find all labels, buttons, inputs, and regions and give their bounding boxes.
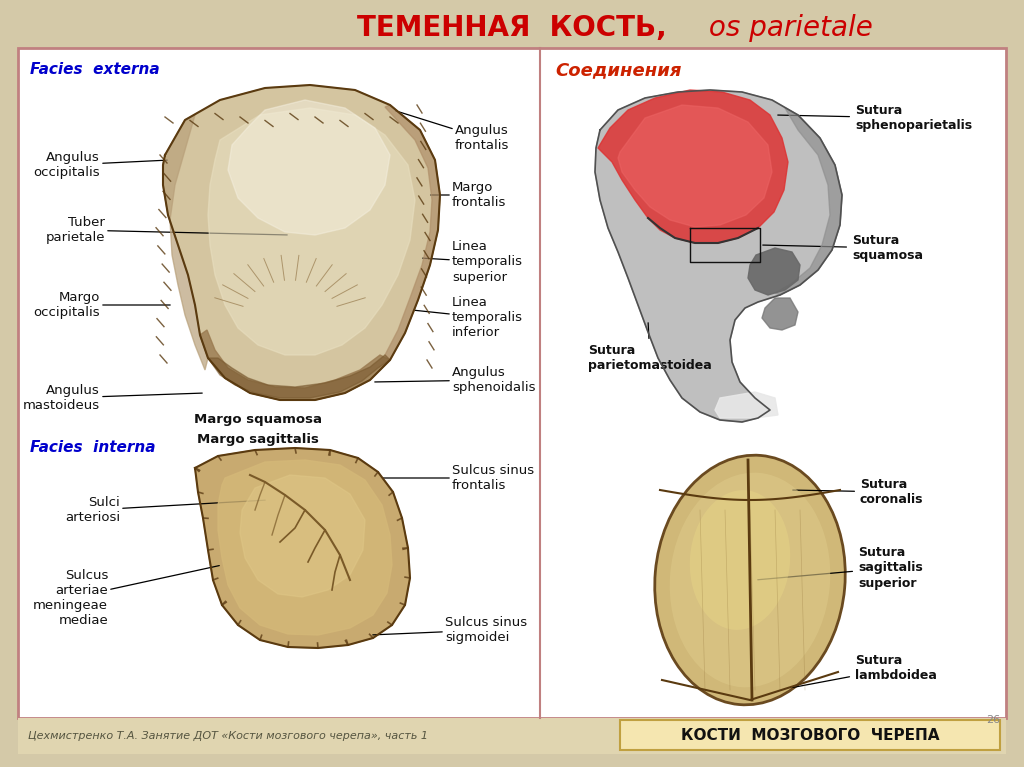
Polygon shape — [775, 108, 842, 295]
Text: Margo sagittalis: Margo sagittalis — [197, 433, 318, 446]
Text: 26: 26 — [986, 715, 1000, 725]
Polygon shape — [228, 100, 390, 235]
Polygon shape — [240, 475, 365, 597]
Text: Facies  externa: Facies externa — [30, 62, 160, 77]
FancyBboxPatch shape — [18, 718, 1006, 754]
Text: ТЕМЕННАЯ  КОСТЬ,: ТЕМЕННАЯ КОСТЬ, — [357, 14, 667, 42]
Polygon shape — [748, 248, 800, 295]
Polygon shape — [715, 392, 778, 418]
Text: Tuber
parietale: Tuber parietale — [45, 216, 287, 244]
Text: Linea
temporalis
inferior: Linea temporalis inferior — [415, 297, 523, 340]
Polygon shape — [385, 105, 440, 360]
Text: os parietale: os parietale — [700, 14, 872, 42]
Text: Margo
occipitalis: Margo occipitalis — [34, 291, 170, 319]
Text: Sulcus sinus
frontalis: Sulcus sinus frontalis — [383, 464, 535, 492]
Text: Соединения: Соединения — [555, 61, 681, 79]
Polygon shape — [163, 115, 208, 370]
Text: Sulcus sinus
sigmoidei: Sulcus sinus sigmoidei — [373, 616, 527, 644]
Text: Angulus
frontalis: Angulus frontalis — [395, 111, 509, 152]
Text: Margo
frontalis: Margo frontalis — [431, 181, 507, 209]
Text: Sutura
sagittalis
superior: Sutura sagittalis superior — [758, 547, 923, 590]
Text: Sutura
lambdoidea: Sutura lambdoidea — [793, 654, 937, 687]
FancyBboxPatch shape — [620, 720, 1000, 750]
Polygon shape — [762, 298, 798, 330]
Ellipse shape — [654, 455, 845, 705]
Text: Angulus
sphenoidalis: Angulus sphenoidalis — [375, 366, 536, 394]
Text: Sutura
sphenoparietalis: Sutura sphenoparietalis — [778, 104, 972, 132]
Text: Sutura
parietomastoidea: Sutura parietomastoidea — [588, 323, 712, 372]
Polygon shape — [595, 90, 842, 422]
Ellipse shape — [690, 490, 791, 630]
Text: Linea
temporalis
superior: Linea temporalis superior — [423, 241, 523, 284]
FancyBboxPatch shape — [18, 48, 1006, 718]
Polygon shape — [218, 460, 392, 635]
Text: Angulus
occipitalis: Angulus occipitalis — [34, 151, 167, 179]
Polygon shape — [195, 448, 410, 648]
Ellipse shape — [670, 472, 830, 687]
Text: КОСТИ  МОЗГОВОГО  ЧЕРЕПА: КОСТИ МОЗГОВОГО ЧЕРЕПА — [681, 729, 939, 743]
Polygon shape — [163, 85, 440, 400]
Text: Цехмистренко Т.А. Занятие ДОТ «Кости мозгового черепа», часть 1: Цехмистренко Т.А. Занятие ДОТ «Кости моз… — [28, 731, 428, 741]
Text: Sutura
coronalis: Sutura coronalis — [793, 478, 924, 506]
Polygon shape — [208, 355, 390, 398]
Text: Angulus
mastoideus: Angulus mastoideus — [23, 384, 202, 412]
Polygon shape — [200, 330, 390, 400]
Text: Facies  interna: Facies interna — [30, 440, 156, 456]
Polygon shape — [618, 105, 772, 227]
Text: Sulci
arteriosi: Sulci arteriosi — [65, 496, 265, 524]
Polygon shape — [208, 108, 415, 355]
Text: Margo squamosa: Margo squamosa — [194, 413, 322, 426]
Text: Sulcus
arteriae
meningeae
mediae: Sulcus arteriae meningeae mediae — [33, 565, 219, 627]
Polygon shape — [598, 90, 788, 243]
Text: Sutura
squamosa: Sutura squamosa — [763, 234, 923, 262]
